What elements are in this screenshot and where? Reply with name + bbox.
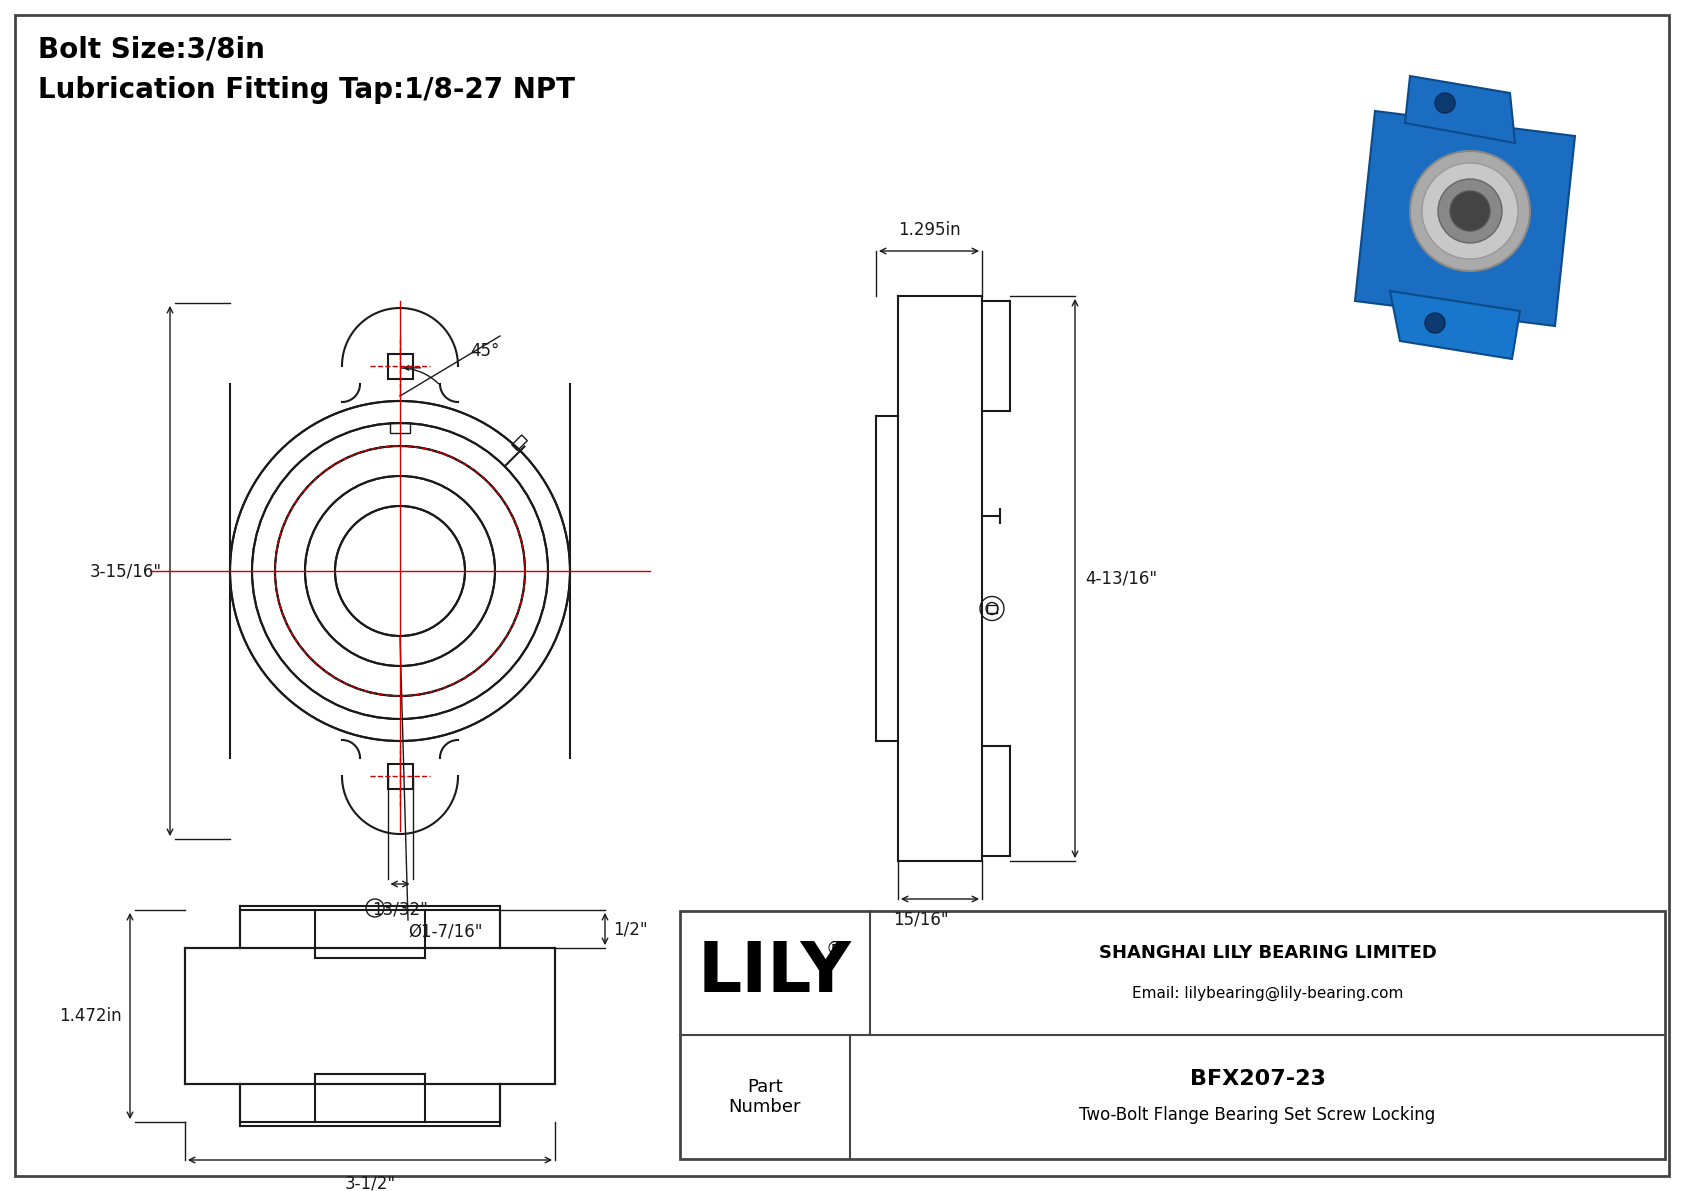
Text: Bolt Size:3/8in: Bolt Size:3/8in	[39, 36, 264, 64]
Text: 1/2": 1/2"	[613, 919, 648, 939]
Text: SHANGHAI LILY BEARING LIMITED: SHANGHAI LILY BEARING LIMITED	[1098, 944, 1436, 962]
Text: Ø1-7/16": Ø1-7/16"	[408, 922, 483, 940]
Text: 1.472in: 1.472in	[59, 1008, 121, 1025]
Text: Lubrication Fitting Tap:1/8-27 NPT: Lubrication Fitting Tap:1/8-27 NPT	[39, 76, 574, 104]
Text: ®: ®	[825, 940, 844, 958]
Circle shape	[1421, 163, 1517, 258]
Text: 13/32": 13/32"	[372, 900, 428, 918]
Circle shape	[1450, 191, 1490, 231]
Circle shape	[1410, 151, 1531, 272]
Text: Email: lilybearing@lily-bearing.com: Email: lilybearing@lily-bearing.com	[1132, 985, 1403, 1000]
Polygon shape	[1389, 291, 1521, 358]
Text: Part
Number: Part Number	[729, 1078, 802, 1116]
Bar	[387, 354, 413, 379]
Text: 15/16": 15/16"	[893, 911, 948, 929]
Bar	[512, 435, 527, 450]
Text: LILY: LILY	[699, 940, 852, 1006]
Text: BFX207-23: BFX207-23	[1189, 1070, 1325, 1089]
Text: 4-13/16": 4-13/16"	[1084, 569, 1157, 587]
Polygon shape	[1356, 111, 1575, 326]
Bar	[680, 911, 1665, 1159]
Circle shape	[1438, 179, 1502, 243]
Text: 1.295in: 1.295in	[898, 222, 960, 239]
Circle shape	[1435, 93, 1455, 113]
Text: 3-1/2": 3-1/2"	[345, 1174, 396, 1191]
Text: 45°: 45°	[470, 342, 500, 360]
Text: Two-Bolt Flange Bearing Set Screw Locking: Two-Bolt Flange Bearing Set Screw Lockin…	[1079, 1106, 1436, 1124]
Bar	[387, 763, 413, 788]
Bar	[987, 605, 997, 612]
Text: 3-15/16": 3-15/16"	[89, 562, 162, 580]
Circle shape	[1425, 313, 1445, 333]
Polygon shape	[1404, 76, 1516, 143]
Bar	[391, 423, 409, 434]
